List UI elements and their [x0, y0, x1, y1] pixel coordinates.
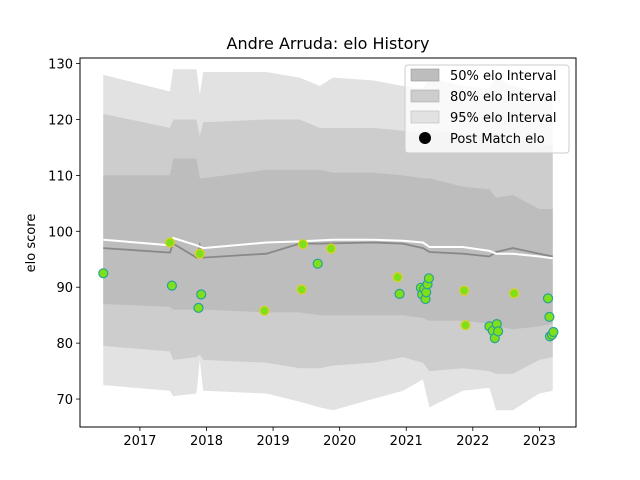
post-match-elo-point [296, 284, 307, 295]
elo-lines [103, 236, 553, 260]
x-axis: 2017 2018 2019 2020 2021 2022 2023 [123, 427, 556, 449]
y-axis-title: elo score [24, 214, 39, 273]
legend-label-50: 50% elo Interval [450, 69, 557, 84]
legend-swatch-80 [410, 89, 440, 103]
y-tick-label: 80 [56, 337, 73, 352]
post-match-elo-point [508, 288, 520, 299]
post-match-elo-point [459, 285, 470, 296]
post-match-elo-point [312, 258, 323, 269]
x-tick-label: 2022 [456, 434, 489, 449]
legend-swatch-95 [410, 110, 440, 124]
y-axis: 70 80 90 100 110 120 130 [48, 58, 80, 408]
post-match-elo-point [542, 293, 554, 304]
legend-label-95: 95% elo Interval [450, 111, 557, 126]
y-tick-label: 90 [56, 281, 73, 296]
x-tick-label: 2019 [257, 434, 290, 449]
plot-frame [79, 57, 577, 428]
post-match-elo-point [297, 239, 309, 250]
post-match-elo-point [394, 288, 405, 299]
post-match-elo-point [196, 289, 207, 300]
median-line [103, 241, 553, 259]
post-match-elo-point [548, 326, 559, 338]
y-tick-label: 100 [48, 225, 73, 240]
mean-line [103, 236, 553, 260]
post-match-markers [98, 237, 559, 344]
post-match-elo-point [194, 248, 205, 259]
legend-marker-icon [419, 132, 431, 144]
x-tick-label: 2020 [323, 434, 356, 449]
x-tick-label: 2018 [190, 434, 223, 449]
chart-title: Andre Arruda: elo History [227, 34, 430, 53]
legend-label-80: 80% elo Interval [450, 90, 557, 105]
post-match-elo-point [460, 320, 471, 331]
post-match-elo-point [193, 302, 204, 313]
post-match-elo-point [423, 273, 434, 284]
y-tick-label: 70 [56, 393, 73, 408]
x-tick-label: 2021 [390, 434, 423, 449]
plot-area [98, 69, 559, 411]
y-tick-label: 120 [48, 114, 73, 129]
legend-label-post-match: Post Match elo [450, 132, 545, 147]
post-match-elo-point [166, 280, 177, 291]
legend-frame [404, 64, 570, 154]
post-match-elo-point [392, 272, 403, 283]
post-match-elo-point [164, 237, 175, 248]
x-tick-label: 2023 [523, 434, 556, 449]
post-match-elo-point [325, 243, 337, 254]
y-tick-label: 110 [48, 169, 73, 184]
legend: 50% elo Interval 80% elo Interval 95% el… [404, 64, 570, 154]
post-match-elo-point [259, 305, 270, 316]
post-match-elo-point [544, 311, 555, 322]
y-tick-label: 130 [48, 58, 73, 73]
x-tick-label: 2017 [123, 434, 156, 449]
post-match-elo-point [98, 268, 109, 279]
legend-swatch-50 [410, 68, 440, 82]
post-match-elo-point [493, 326, 504, 337]
